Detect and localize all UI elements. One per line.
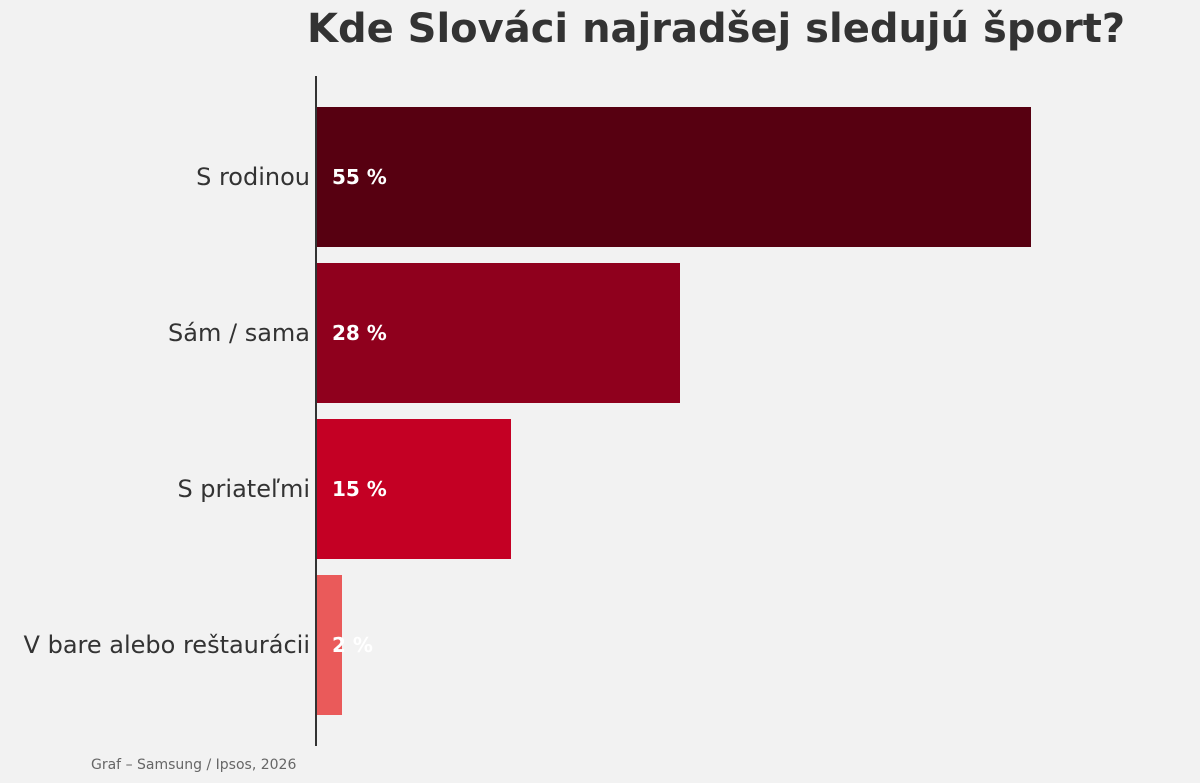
bars-group: S rodinou 55 % Sám / sama 28 % S priateľmi 15…: [24, 107, 1031, 715]
bar-4: [316, 575, 342, 715]
value-label-4: 2 %: [332, 633, 373, 657]
category-label-1: S rodinou: [196, 163, 310, 191]
chart-title: Kde Slováci najradšej sledujú šport?: [307, 6, 1125, 52]
category-label-3: S priateľmi: [177, 475, 310, 503]
bar-2: [316, 263, 680, 403]
bar-3: [316, 419, 511, 559]
source-note: Graf – Samsung / Ipsos, 2026: [91, 757, 296, 773]
bar-1: [316, 107, 1031, 247]
value-label-3: 15 %: [332, 477, 387, 501]
value-label-2: 28 %: [332, 321, 387, 345]
category-label-4: V bare alebo reštaurácii: [24, 631, 310, 659]
category-label-2: Sám / sama: [168, 319, 310, 347]
value-label-1: 55 %: [332, 165, 387, 189]
